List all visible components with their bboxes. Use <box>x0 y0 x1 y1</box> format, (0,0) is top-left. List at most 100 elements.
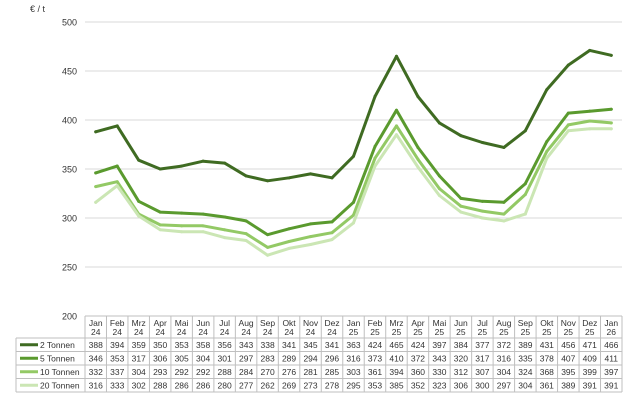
table-cell-value: 316 <box>346 353 360 363</box>
data-point <box>287 176 291 180</box>
table-cell-value: 304 <box>497 367 511 377</box>
x-tick-label-month: Nov <box>303 318 319 328</box>
data-point <box>609 127 613 131</box>
table-cell-value: 358 <box>196 340 210 350</box>
table-cell-value: 456 <box>561 340 575 350</box>
data-point <box>416 165 420 169</box>
table-cell-value: 410 <box>389 353 403 363</box>
data-point <box>480 199 484 203</box>
table-cell-value: 335 <box>518 353 532 363</box>
data-point <box>502 219 506 223</box>
x-tick-label-month: Dez <box>582 318 597 328</box>
data-point <box>244 232 248 236</box>
table-cell-value: 289 <box>282 353 296 363</box>
x-tick-label-year: 24 <box>134 327 144 337</box>
x-tick-label-month: Mrz <box>389 318 403 328</box>
table-cell-value: 297 <box>497 380 511 390</box>
data-point <box>609 107 613 111</box>
table-cell-value: 278 <box>325 380 339 390</box>
x-tick-label-year: 24 <box>91 327 101 337</box>
data-point <box>201 224 205 228</box>
data-point <box>266 179 270 183</box>
table-cell-value: 465 <box>389 340 403 350</box>
data-point <box>437 187 441 191</box>
x-tick-label-year: 24 <box>263 327 273 337</box>
x-tick-label-year: 25 <box>392 327 402 337</box>
data-point <box>373 164 377 168</box>
x-tick-label-year: 25 <box>435 327 445 337</box>
data-point <box>437 174 441 178</box>
table-cell-value: 352 <box>411 380 425 390</box>
y-tick-label: 200 <box>62 312 77 322</box>
data-point <box>352 200 355 204</box>
table-cell-value: 302 <box>132 380 146 390</box>
data-point <box>416 157 420 161</box>
data-point <box>502 200 506 204</box>
data-point <box>588 109 592 113</box>
data-point <box>459 134 463 138</box>
x-tick-label-month: Mai <box>433 318 447 328</box>
table-cell-value: 411 <box>604 353 618 363</box>
data-point <box>588 48 592 52</box>
x-tick-label-month: Jan <box>604 318 618 328</box>
table-cell-value: 373 <box>368 353 382 363</box>
table-cell-value: 341 <box>325 340 339 350</box>
x-tick-label-year: 24 <box>241 327 251 337</box>
table-cell-value: 384 <box>454 340 468 350</box>
x-tick-label-year: 24 <box>284 327 294 337</box>
table-cell-value: 286 <box>196 380 210 390</box>
x-tick-label-month: Aug <box>239 318 254 328</box>
table-cell-value: 288 <box>153 380 167 390</box>
data-point <box>459 204 463 208</box>
x-tick-label-month: Feb <box>110 318 125 328</box>
table-cell-value: 280 <box>218 380 232 390</box>
table-cell-value: 377 <box>475 340 489 350</box>
table-cell-value: 304 <box>196 353 210 363</box>
table-cell-value: 350 <box>153 340 167 350</box>
data-point <box>480 141 484 145</box>
data-point <box>287 240 291 244</box>
data-point <box>330 176 334 180</box>
x-tick-label-year: 25 <box>564 327 574 337</box>
table-cell-value: 301 <box>218 353 232 363</box>
table-cell-value: 286 <box>175 380 189 390</box>
table-cell-value: 356 <box>218 340 232 350</box>
data-point <box>158 223 162 227</box>
data-point <box>309 172 313 176</box>
table-cell-value: 471 <box>583 340 597 350</box>
data-point <box>137 158 141 162</box>
x-tick-label-year: 25 <box>413 327 423 337</box>
data-point <box>437 193 441 197</box>
table-cell-value: 397 <box>432 340 446 350</box>
y-tick-label: 450 <box>62 67 77 77</box>
table-cell-value: 391 <box>583 380 597 390</box>
x-tick-label-month: Jan <box>347 318 361 328</box>
data-point <box>523 192 527 196</box>
data-point <box>566 63 570 67</box>
series-line <box>94 119 613 249</box>
table-cell-value: 424 <box>368 340 382 350</box>
data-point <box>94 130 98 134</box>
x-tick-label-month: Aug <box>496 318 511 328</box>
data-point <box>309 235 313 239</box>
table-cell-value: 343 <box>432 353 446 363</box>
table-cell-value: 360 <box>411 367 425 377</box>
table-cell-value: 294 <box>303 353 317 363</box>
table-cell-value: 407 <box>561 353 575 363</box>
x-tick-label-month: Feb <box>368 318 383 328</box>
table-cell-value: 269 <box>282 380 296 390</box>
data-point <box>480 209 484 213</box>
data-point <box>223 228 227 232</box>
data-point <box>201 230 205 234</box>
table-cell-value: 359 <box>132 340 146 350</box>
table-cell-value: 346 <box>89 353 103 363</box>
table-cell-value: 320 <box>454 353 468 363</box>
table-cell-value: 345 <box>303 340 317 350</box>
data-point <box>437 121 441 125</box>
y-tick-label: 250 <box>62 263 77 273</box>
table-cell-value: 395 <box>561 367 575 377</box>
legend-label: 10 Tonnen <box>40 367 80 377</box>
table-cell-value: 378 <box>540 353 554 363</box>
table-cell-value: 341 <box>282 340 296 350</box>
table-cell-value: 324 <box>518 367 532 377</box>
